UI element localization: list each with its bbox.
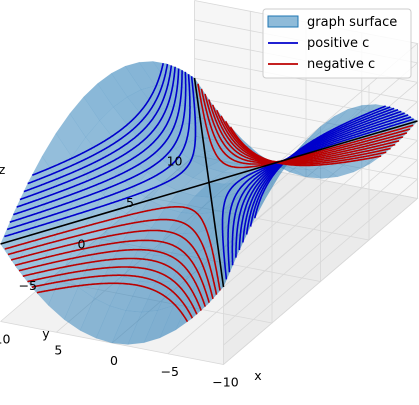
surface-facet	[83, 83, 114, 121]
surface-facet	[27, 155, 59, 207]
level-curve-negative	[14, 239, 210, 303]
legend: graph surface positive c negative c	[262, 8, 412, 79]
level-curve-positive	[13, 70, 183, 216]
y-tick-label: 0	[78, 237, 86, 252]
surface-facet	[323, 163, 355, 178]
level-curve-positive	[6, 74, 191, 231]
level-curve-negative	[10, 229, 214, 300]
surface-facet	[79, 297, 111, 339]
x-tick-label: 10	[0, 332, 10, 347]
axis-ticks-and-labels: x y z −10−50510−10−50510−100−75−50−25025…	[0, 154, 262, 390]
level-curve-positive	[242, 108, 399, 243]
surface-facet	[111, 65, 142, 98]
level-curve-positive	[231, 114, 409, 266]
level-curve-positive	[238, 110, 402, 250]
level-curve-negative	[4, 206, 221, 291]
y-tick-label: 5	[126, 195, 134, 210]
z-axis-label: z	[0, 162, 6, 177]
level-curve-positive	[221, 118, 414, 280]
level-curve-negative	[31, 274, 194, 319]
level-curve-negative	[18, 248, 206, 307]
surface-facet	[48, 272, 79, 320]
surface-facet	[55, 113, 86, 158]
legend-label-positive: positive c	[307, 36, 369, 51]
x-axis-label: x	[254, 368, 261, 383]
level-curve-negative	[7, 218, 218, 295]
level-curve-positive	[23, 65, 173, 193]
legend-frame	[262, 8, 412, 79]
level-curve-positive	[9, 71, 187, 223]
level-curve-negative	[208, 99, 404, 163]
level-curve-positive	[19, 66, 176, 201]
surface-facet	[97, 72, 128, 108]
level-curve-negative	[27, 266, 198, 315]
x-tick-label: 5	[54, 342, 62, 357]
level-curves	[0, 63, 418, 323]
surface-facet	[32, 255, 63, 306]
surface-facet	[69, 96, 100, 138]
level-curve-negative	[22, 257, 202, 311]
axis-grid	[0, 0, 419, 365]
level-curve-negative	[212, 104, 400, 163]
level-curve-positive	[254, 105, 386, 219]
y-tick-label: −5	[19, 278, 37, 293]
legend-swatch-surface	[267, 15, 299, 28]
level-curve-positive	[16, 68, 180, 208]
x-tick-label: −10	[212, 375, 238, 390]
surface-facet	[123, 250, 154, 282]
level-curve-positive	[4, 76, 197, 238]
level-curve-negative	[200, 88, 411, 165]
level-curve-negative	[229, 126, 382, 167]
x-tick-label: 0	[110, 353, 118, 368]
legend-label-negative: negative c	[307, 57, 375, 72]
level-curve-positive	[32, 63, 164, 176]
grid-line-z	[194, 97, 419, 307]
surface-facet	[137, 227, 168, 256]
level-curve-positive	[227, 116, 412, 273]
level-curve-positive	[235, 112, 405, 258]
legend-label-surface: graph surface	[307, 15, 397, 30]
grid-line-z	[194, 116, 419, 327]
zero-level-line	[0, 120, 418, 245]
surface-facet	[63, 286, 95, 331]
surface-facet	[121, 219, 152, 251]
surface-facet	[138, 61, 170, 87]
y-axis-label: y	[42, 326, 50, 341]
level-curve-positive	[27, 63, 169, 185]
level-curve-negative	[36, 282, 189, 323]
x-tick-label: −5	[161, 364, 179, 379]
grid-line-z	[194, 135, 419, 346]
level-curve-negative	[197, 83, 414, 169]
y-tick-label: 10	[167, 154, 183, 169]
level-curve-negative	[204, 93, 408, 164]
